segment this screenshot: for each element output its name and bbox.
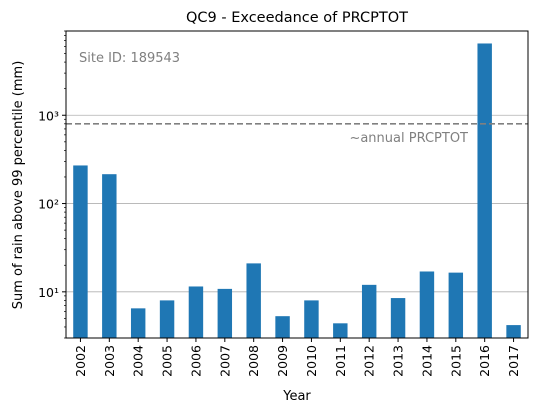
x-tick-label: 2017: [506, 345, 521, 377]
x-tick-label: 2006: [188, 345, 203, 377]
bar-2010: [304, 300, 319, 338]
x-axis-label: Year: [282, 389, 311, 404]
x-tick-label: 2007: [217, 345, 232, 377]
plot-frame: [65, 30, 529, 339]
x-tick-label: 2003: [102, 345, 117, 377]
x-tick-label: 2011: [333, 345, 348, 377]
x-tick-label: 2016: [477, 345, 492, 377]
x-tick-label: 2005: [160, 345, 175, 377]
y-axis-label: Sum of rain above 99 percentile (mm): [11, 61, 26, 310]
y-tick-label: 10²: [38, 197, 59, 212]
bar-2006: [188, 286, 204, 338]
bar-2011: [333, 323, 348, 338]
bar-2003: [102, 174, 117, 338]
x-tick-label: 2015: [448, 345, 463, 377]
site-id-annotation: Site ID: 189543: [79, 51, 180, 66]
y-tick-label: 10³: [38, 108, 59, 123]
bars: [73, 43, 521, 339]
bar-2004: [130, 308, 146, 338]
bar-2017: [506, 325, 521, 338]
x-tick-label: 2004: [131, 345, 146, 377]
x-tick-label: 2010: [304, 345, 319, 377]
bar-2016: [477, 43, 492, 339]
x-tick-label: 2002: [73, 345, 88, 377]
y-axis-ticks: 10¹ 10² 10³: [38, 30, 66, 339]
bar-2008: [246, 263, 261, 338]
reference-line-label: ~annual PRCPTOT: [349, 131, 468, 146]
bar-2013: [390, 298, 406, 338]
x-tick-label: 2013: [391, 345, 406, 377]
bar-2007: [217, 288, 233, 338]
bar-2002: [73, 165, 88, 338]
bar-2005: [159, 300, 175, 338]
bar-2014: [419, 271, 435, 338]
chart-title: QC9 - Exceedance of PRCPTOT: [186, 10, 408, 26]
x-tick-label: 2008: [246, 345, 261, 377]
x-tick-label: 2012: [362, 345, 377, 377]
y-tick-label: 10¹: [38, 285, 59, 300]
x-tick-label: 2014: [419, 345, 434, 377]
bar-2012: [361, 284, 377, 338]
x-axis-ticks: 2002 2003 2004 2005 2006 2007 2008 2009 2010 2011…: [73, 338, 521, 377]
bar-2009: [275, 316, 290, 338]
x-tick-label: 2009: [275, 345, 290, 377]
bar-2015: [448, 272, 464, 338]
